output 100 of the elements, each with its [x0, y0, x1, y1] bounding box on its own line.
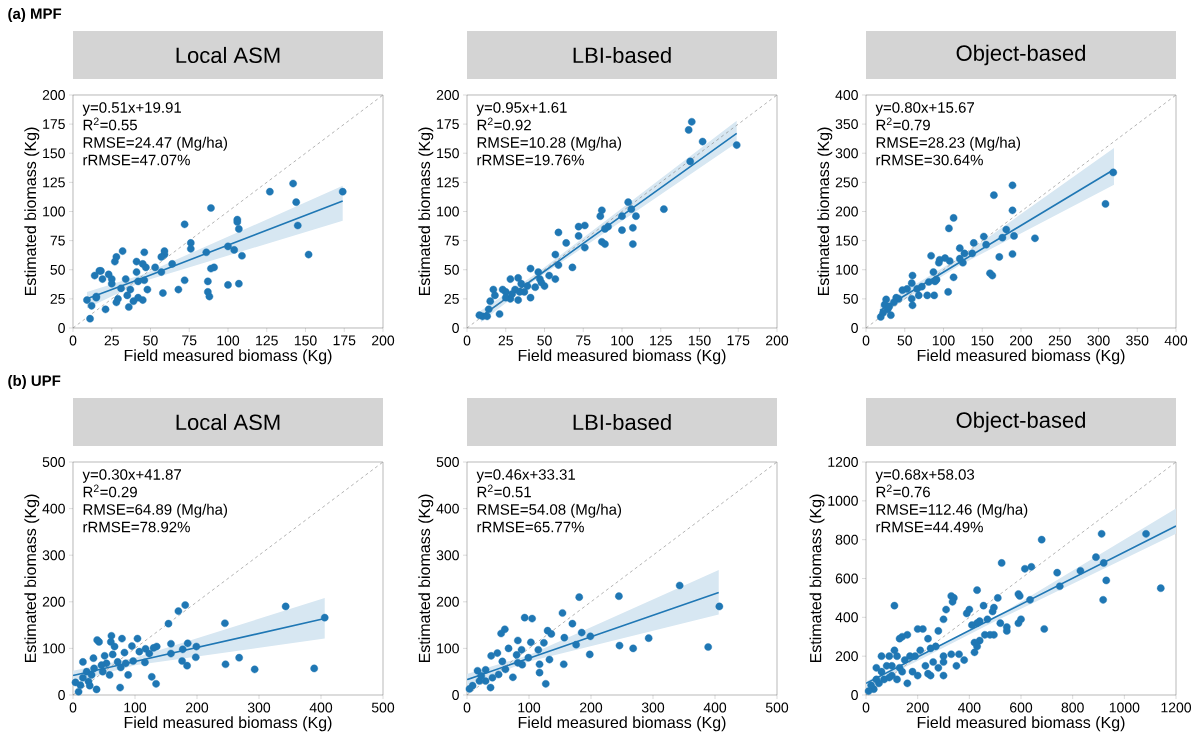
- y-tick-label: 125: [43, 177, 65, 188]
- x-tick-label: 50: [143, 335, 158, 346]
- x-tick-label: 1200: [1161, 702, 1192, 713]
- annotation: rRMSE=44.49%: [876, 521, 983, 533]
- y-tick-label: 50: [50, 264, 65, 275]
- y-tick-label: 200: [835, 206, 858, 217]
- x-tick-label: 0: [862, 335, 870, 346]
- chart-subtitle: (a) MPF: [8, 8, 62, 22]
- annotation: R$^{2}$=0.79: [876, 117, 930, 131]
- annotation: y=0.30x+41.87: [82, 469, 181, 483]
- x-tick-label: 75: [576, 335, 591, 346]
- x-tick-label: 175: [333, 335, 356, 346]
- y-tick-label: 200: [835, 651, 858, 662]
- y-tick-label: 300: [835, 148, 858, 159]
- x-tick-label: 400: [957, 702, 981, 713]
- y-tick-label: 200: [436, 90, 459, 100]
- annotation: RMSE=28.23 (Mg/ha): [876, 136, 1021, 151]
- annotation: y=0.80x+15.67: [875, 102, 974, 116]
- x-tick-label: 150: [294, 335, 317, 346]
- y-tick-label: 400: [42, 503, 65, 514]
- x-tick-label: 200: [372, 335, 395, 346]
- x-tick-label: 400: [309, 702, 333, 713]
- x-axis-title: Field measured biomass (Kg): [124, 716, 332, 732]
- y-axis-title: Estimated biomass (Kg): [24, 127, 40, 296]
- annotation: R$^{2}$=0.76: [876, 484, 930, 498]
- y-axis-title: Estimated biomass (Kg): [24, 494, 40, 663]
- x-tick-label: 400: [703, 702, 727, 713]
- annotation: RMSE=64.89 (Mg/ha): [83, 503, 228, 518]
- x-tick-label: 0: [69, 702, 77, 713]
- chart-title: Local ASM: [176, 46, 280, 64]
- y-tick-label: 150: [437, 148, 459, 159]
- annotation: R$^{2}$=0.51: [477, 484, 531, 498]
- annotation: y=0.51x+19.91: [82, 102, 182, 116]
- x-axis-title: Field measured biomass (Kg): [917, 716, 1125, 732]
- y-tick-label: 100: [836, 264, 858, 275]
- x-tick-label: 200: [1010, 335, 1033, 346]
- x-tick-label: 200: [580, 702, 603, 713]
- chart-title: Object-based: [956, 44, 1086, 66]
- x-tick-label: 100: [611, 335, 634, 346]
- annotation: RMSE=24.47 (Mg/ha): [83, 136, 228, 151]
- x-tick-label: 350: [1126, 335, 1149, 346]
- annotation: R$^{2}$=0.55: [83, 117, 137, 131]
- x-axis-title: Field measured biomass (Kg): [124, 349, 332, 365]
- x-tick-label: 0: [69, 335, 77, 346]
- y-tick-label: 175: [43, 119, 65, 130]
- annotation: y=0.46x+33.31: [476, 469, 576, 483]
- annotation: rRMSE=78.92%: [83, 521, 190, 533]
- y-tick-label: 1200: [828, 457, 858, 467]
- y-tick-label: 100: [437, 206, 459, 217]
- x-tick-label: 100: [932, 335, 955, 346]
- y-tick-label: 100: [43, 643, 65, 654]
- y-tick-label: 175: [437, 119, 459, 130]
- y-tick-label: 0: [58, 323, 65, 333]
- x-tick-label: 200: [186, 702, 209, 713]
- x-tick-label: 300: [641, 702, 665, 713]
- y-tick-label: 25: [50, 293, 65, 304]
- annotation: rRMSE=47.07%: [83, 154, 190, 166]
- annotation: y=0.68x+58.03: [875, 469, 975, 483]
- x-tick-label: 300: [247, 702, 271, 713]
- x-tick-label: 25: [104, 335, 119, 346]
- chart-title: Local ASM: [176, 413, 280, 431]
- annotation: RMSE=54.08 (Mg/ha): [477, 503, 622, 518]
- y-tick-label: 100: [437, 643, 459, 654]
- y-tick-label: 200: [42, 90, 65, 100]
- y-tick-label: 75: [50, 235, 65, 246]
- annotation: RMSE=112.46 (Mg/ha): [876, 503, 1028, 518]
- x-tick-label: 0: [463, 702, 471, 713]
- y-tick-label: 400: [835, 612, 858, 623]
- chart-title: Object-based: [956, 411, 1086, 433]
- chart-title: LBI-based: [573, 413, 671, 431]
- x-tick-label: 0: [862, 702, 870, 713]
- y-axis-title: Estimated biomass (Kg): [418, 127, 434, 296]
- x-axis-title: Field measured biomass (Kg): [917, 349, 1125, 365]
- annotation: rRMSE=65.77%: [477, 521, 584, 533]
- y-tick-label: 150: [836, 235, 858, 246]
- x-axis-title: Field measured biomass (Kg): [518, 716, 726, 732]
- x-tick-label: 50: [897, 335, 912, 346]
- y-tick-label: 300: [436, 550, 459, 561]
- y-tick-label: 350: [835, 119, 858, 130]
- y-tick-label: 0: [851, 323, 858, 333]
- annotation: RMSE=10.28 (Mg/ha): [477, 136, 622, 151]
- x-tick-label: 25: [498, 335, 513, 346]
- y-axis-title: Estimated biomass (Kg): [809, 494, 825, 663]
- x-tick-label: 125: [650, 335, 672, 346]
- x-tick-label: 75: [182, 335, 197, 346]
- x-tick-label: 500: [765, 702, 789, 713]
- x-tick-label: 50: [537, 335, 552, 346]
- y-tick-label: 0: [452, 323, 459, 333]
- chart-title: LBI-based: [573, 46, 671, 64]
- x-tick-label: 100: [217, 335, 240, 346]
- y-tick-label: 200: [436, 596, 459, 607]
- x-tick-label: 1000: [1109, 702, 1140, 713]
- x-tick-label: 0: [463, 335, 471, 346]
- x-tick-label: 150: [971, 335, 994, 346]
- y-axis-title: Estimated biomass (Kg): [418, 494, 434, 663]
- annotation: rRMSE=30.64%: [876, 154, 983, 166]
- y-tick-label: 300: [42, 550, 65, 561]
- y-tick-label: 400: [835, 90, 858, 100]
- y-tick-label: 800: [835, 534, 858, 545]
- y-tick-label: 0: [851, 690, 858, 700]
